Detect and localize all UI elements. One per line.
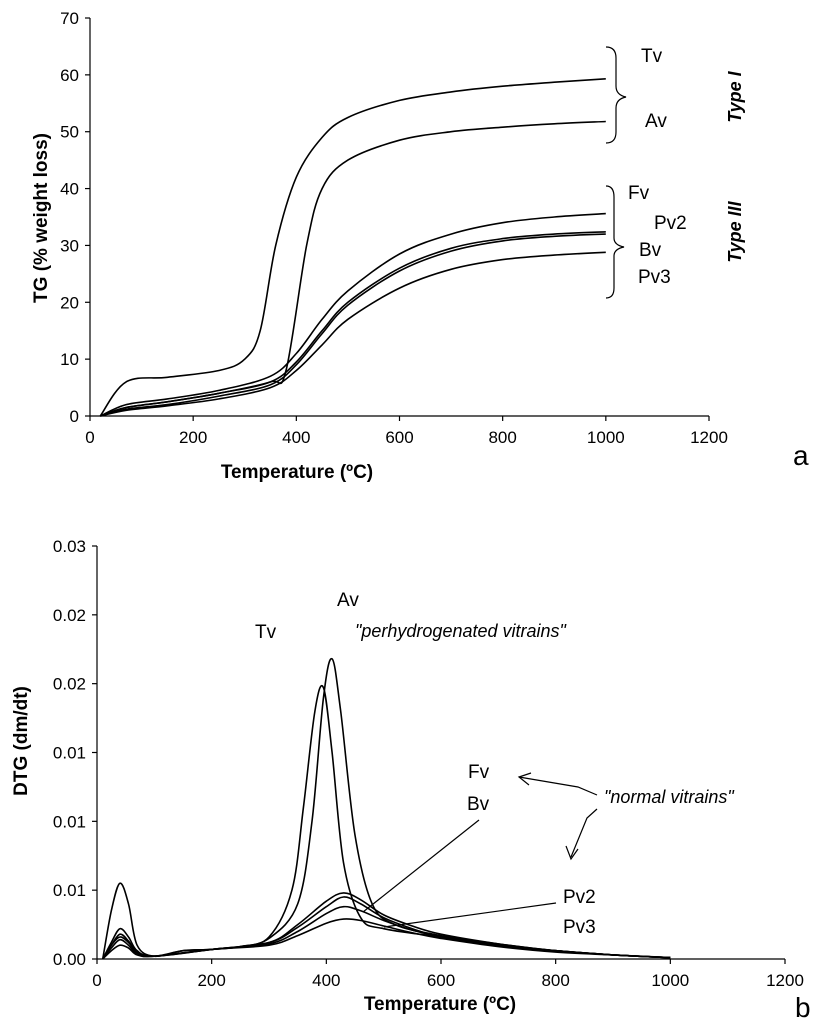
chart-b: 0 200 400 600 800 1000 1200 0.00 0.01 0.01 0.01 0.… (11, 537, 811, 1023)
chart-b-y-tick-label: 0.02 (53, 606, 86, 625)
chart-b-x-tick-label: 1200 (766, 971, 804, 990)
annotation-normal: "normal vitrains" (604, 787, 735, 807)
chart-b-x-tick-label: 1000 (651, 971, 689, 990)
chart-a-series-bv (100, 233, 606, 417)
chart-b-x-tick-label: 400 (312, 971, 340, 990)
panel-b-letter: b (795, 992, 811, 1023)
chart-b-y-tick-label: 0.00 (53, 950, 86, 969)
chart-a-y-tick-label: 0 (70, 407, 79, 426)
chart-a-y-tick-label: 20 (60, 293, 79, 312)
chart-a-ylabel: TG (% weight loss) (31, 133, 52, 303)
chart-a-x-tick-label: 200 (179, 428, 207, 447)
panel-a-letter: a (793, 440, 809, 471)
chart-a-series-pv2 (100, 231, 606, 417)
type3-brace (605, 185, 625, 299)
chart-a-x-tick-label: 600 (385, 428, 413, 447)
type1-brace (605, 46, 627, 144)
chart-a-xlabel: Temperature (ºC) (221, 462, 373, 483)
chart-b-y-tick-label: 0.01 (53, 881, 86, 900)
type1-label: Type I (725, 70, 745, 122)
chart-a-y-tick-label: 50 (60, 123, 79, 142)
chart-b-series-pv2 (102, 905, 671, 960)
label-pv3-a: Pv3 (638, 267, 671, 288)
annotation-perhydrogenated: "perhydrogenated vitrains" (355, 621, 568, 641)
chart-b-ylabel: DTG (dm/dt) (11, 686, 32, 796)
chart-a-x-tick-label: 1200 (690, 428, 728, 447)
label-tv-a: Tv (641, 46, 663, 67)
chart-b-y-tick-label: 0.01 (53, 812, 86, 831)
chart-b-series-pv3 (102, 918, 671, 960)
label-bv-a: Bv (639, 240, 662, 261)
label-pv2-a: Pv2 (654, 213, 687, 234)
chart-a-series-tv (99, 78, 606, 417)
chart-b-x-tick-label: 200 (197, 971, 225, 990)
chart-b-y-tick-label: 0.03 (53, 537, 86, 556)
chart-a-y-tick-label: 60 (60, 66, 79, 85)
label-tv-b: Tv (255, 622, 277, 643)
arrow-to-fv (518, 776, 598, 796)
chart-a-series-av (100, 120, 606, 417)
chart-b-series-fv (101, 892, 671, 960)
chart-a-series-pv3 (100, 251, 606, 417)
label-pv3-b: Pv3 (563, 917, 596, 938)
leader-line-pv (383, 902, 557, 928)
chart-a-x-tick-label: 800 (488, 428, 516, 447)
chart-a: 0 200 400 600 800 1000 1200 0 10 20 30 40 50 60 70 Te… (31, 9, 809, 483)
chart-b-x-tick-label: 600 (427, 971, 455, 990)
chart-b-xlabel: Temperature (ºC) (364, 994, 516, 1015)
chart-b-y-tick-label: 0.01 (53, 744, 86, 763)
chart-a-y-tick-label: 40 (60, 180, 79, 199)
chart-b-x-tick-label: 0 (92, 971, 101, 990)
chart-a-y-tick-label: 30 (60, 236, 79, 255)
chart-a-x-tick-label: 400 (282, 428, 310, 447)
chart-b-series-av (102, 657, 671, 960)
leader-line-fv (362, 819, 480, 913)
arrow-to-pv2 (570, 808, 598, 858)
label-pv2-b: Pv2 (563, 887, 596, 908)
chart-a-y-tick-label: 10 (60, 350, 79, 369)
chart-b-x-tick-label: 800 (541, 971, 569, 990)
type3-label: Type III (725, 200, 745, 262)
chart-a-x-tick-label: 1000 (587, 428, 625, 447)
label-av-b: Av (337, 590, 359, 611)
chart-a-y-tick-label: 70 (60, 9, 79, 28)
arrow-head-pv2 (565, 845, 579, 861)
label-av-a: Av (645, 111, 667, 132)
chart-b-y-tick-label: 0.02 (53, 675, 86, 694)
chart-a-x-tick-label: 0 (85, 428, 94, 447)
arrow-head-fv (517, 772, 532, 786)
label-fv-b: Fv (468, 762, 490, 783)
label-fv-a: Fv (628, 183, 650, 204)
chart-a-series-fv (99, 212, 606, 417)
label-bv-b: Bv (467, 794, 490, 815)
